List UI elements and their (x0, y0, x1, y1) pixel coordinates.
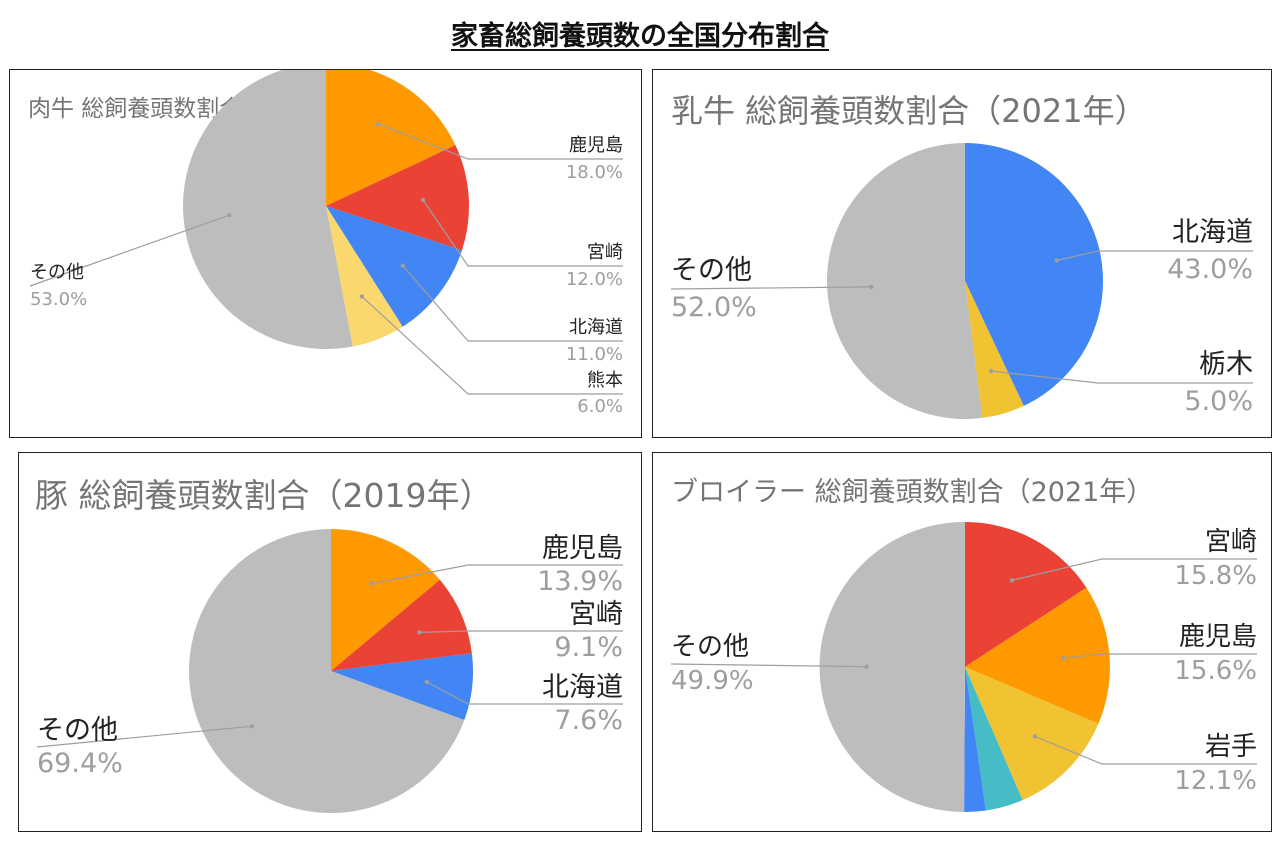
slice-value-2-1: 9.1% (554, 632, 623, 663)
chart-title-dairy: 乳牛 総飼養頭数割合（2021年） (671, 92, 1147, 130)
leader-line-3-5 (670, 663, 867, 668)
slice-value-3-0: 15.8% (1174, 561, 1257, 591)
pie-chart-beef: 肉牛 総飼養頭数割合（2021年） 鹿児島18.0%宮崎12.0%北海道11.0… (28, 70, 623, 417)
slice-label-0-3: 熊本 (587, 370, 623, 391)
leader-line-2-3 (36, 725, 252, 748)
leader-line-3-0 (1011, 558, 1257, 581)
leader-line-1-2 (670, 286, 872, 290)
pie-slice-0-0 (326, 70, 456, 206)
slice-value-0-3: 6.0% (577, 396, 623, 417)
leader-line-1-1 (991, 370, 1253, 384)
chart-panel-dairy: 乳牛 総飼養頭数割合（2021年） 北海道 43.0% 栃木 5.0% その他 52.0% (652, 69, 1272, 438)
leader-dot-2-1 (417, 630, 422, 635)
slice-label-3-0: 宮崎 (1205, 527, 1257, 557)
pie-slice-0-2 (326, 206, 462, 327)
slice-label-0-2: 北海道 (569, 317, 623, 338)
slice-label-0-4: その他 (30, 262, 84, 283)
slice-value-2-0: 13.9% (537, 566, 623, 597)
slice-value-1-1: 5.0% (1184, 386, 1253, 417)
slice-label-2-0: 鹿児島 (542, 533, 623, 564)
pie-slice-3-4-unlabeled (964, 667, 986, 813)
chart-title-broiler: ブロイラー 総飼養頭数割合（2021年） (671, 477, 1153, 508)
slice-label-0-0: 鹿児島 (569, 135, 623, 156)
slice-label-3-5: その他 (671, 632, 749, 662)
leader-line-2-1 (419, 630, 623, 633)
pie-slice-3-1 (965, 587, 1110, 724)
slice-label-0-1: 宮崎 (587, 242, 623, 263)
pie-slice-3-3-unlabeled (965, 667, 1023, 811)
slice-label-2-3: その他 (37, 715, 118, 746)
leader-dot-3-2 (1032, 734, 1038, 739)
pie-slice-1-2 (826, 143, 983, 419)
page-title: 家畜総飼養頭数の全国分布割合 (451, 21, 829, 52)
leader-line-0-3 (361, 295, 623, 395)
pie-slice-2-0 (331, 529, 440, 671)
pie-slice-0-3 (326, 206, 403, 347)
pie-slice-3-5 (819, 521, 965, 812)
leader-dot-3-0 (1009, 578, 1015, 583)
leader-line-0-0 (377, 123, 623, 160)
slice-value-0-4: 53.0% (30, 289, 87, 310)
pie-chart-broiler: ブロイラー 総飼養頭数割合（2021年） 宮崎 15.8% 鹿児島 15.6% 岩手 12… (670, 477, 1257, 813)
leader-line-3-1 (1063, 653, 1257, 659)
pie-slice-1-1 (965, 281, 1024, 418)
leader-line-0-1 (422, 199, 623, 267)
pie-slice-2-3 (188, 529, 465, 813)
slice-value-2-2: 7.6% (554, 705, 623, 736)
leader-dot-0-0 (375, 121, 381, 127)
slice-value-3-2: 12.1% (1174, 766, 1257, 796)
pie-chart-dairy: 乳牛 総飼養頭数割合（2021年） 北海道 43.0% 栃木 5.0% その他 52.0% (670, 92, 1253, 419)
slice-label-2-1: 宮崎 (569, 599, 623, 630)
slice-label-1-1: 栃木 (1199, 349, 1253, 380)
slice-value-0-0: 18.0% (566, 162, 623, 183)
leader-dot-3-5 (864, 664, 869, 669)
slice-value-3-5: 49.9% (671, 666, 754, 696)
pie-slice-1-0 (965, 143, 1104, 406)
slice-value-0-2: 11.0% (566, 344, 623, 365)
slice-label-3-2: 岩手 (1205, 732, 1257, 762)
pie-slice-3-2 (965, 667, 1099, 801)
pie-slice-0-4 (183, 70, 353, 349)
pie-slice-3-0 (965, 522, 1087, 667)
leader-line-2-2 (426, 681, 623, 705)
leader-line-3-2 (1034, 735, 1257, 765)
leader-line-0-4 (29, 214, 230, 287)
leader-line-0-2 (402, 265, 623, 342)
leader-dot-1-1 (989, 368, 994, 374)
chart-panel-broiler: ブロイラー 総飼養頭数割合（2021年） 宮崎 15.8% 鹿児島 15.6% 岩手 12… (652, 452, 1272, 832)
pie-slice-0-1 (326, 145, 470, 251)
chart-panel-pork: 豚 総飼養頭数割合（2019年） 鹿児島 13.9% 宮崎 9.1% 北海道 7.6% その… (18, 452, 642, 832)
slice-value-0-1: 12.0% (566, 269, 623, 290)
slice-value-1-2: 52.0% (671, 292, 757, 323)
chart-title-pork: 豚 総飼養頭数割合（2019年） (35, 476, 492, 515)
slice-label-1-2: その他 (671, 255, 752, 286)
slice-value-1-0: 43.0% (1167, 254, 1253, 285)
slice-label-3-1: 鹿児島 (1179, 622, 1257, 652)
leader-dot-3-1 (1061, 656, 1066, 661)
pie-slice-2-1 (331, 579, 472, 671)
slice-label-1-0: 北海道 (1172, 217, 1253, 248)
slice-value-2-3: 69.4% (37, 748, 123, 779)
slice-label-2-2: 北海道 (542, 672, 623, 703)
chart-panel-beef: 肉牛 総飼養頭数割合（2021年） 鹿児島 18.0% 宮崎 12.0% 北海道 11.0… (9, 69, 642, 438)
slice-value-3-1: 15.6% (1174, 656, 1257, 686)
leader-line-1-0 (1056, 250, 1253, 262)
leader-dot-2-2 (424, 679, 430, 685)
pie-slice-2-2 (331, 653, 474, 720)
leader-line-2-0 (371, 564, 623, 585)
